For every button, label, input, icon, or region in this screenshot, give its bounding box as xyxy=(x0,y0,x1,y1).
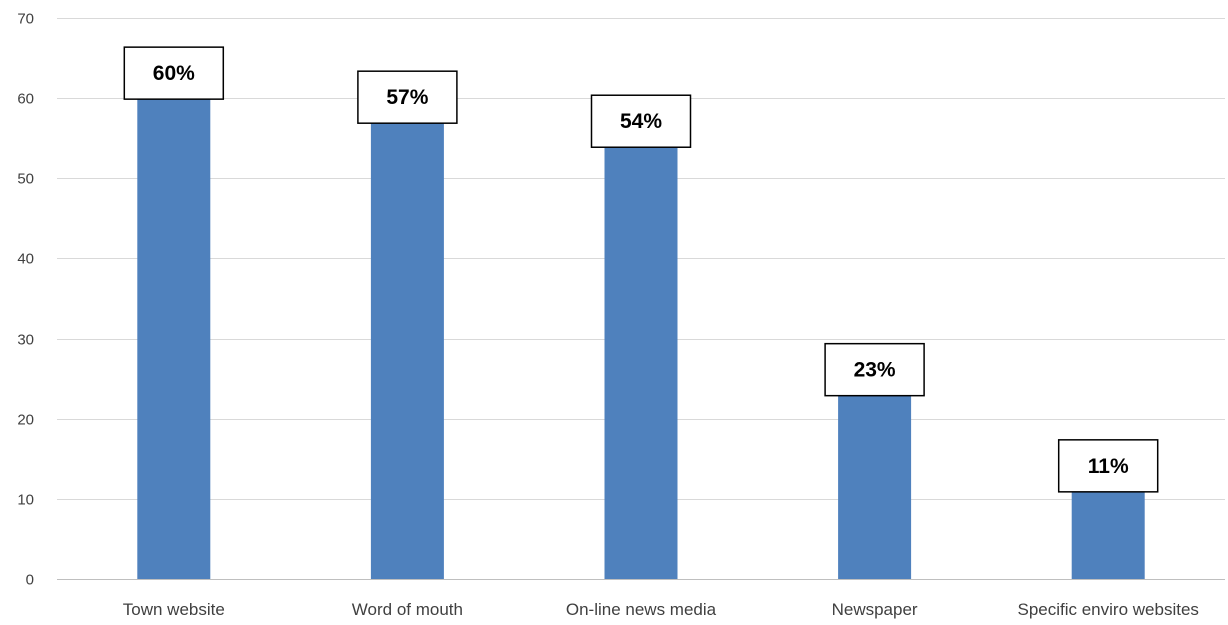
data-label: 60% xyxy=(123,46,225,100)
y-tick-label: 50 xyxy=(17,171,34,188)
x-axis-category-labels: Town website Word of mouth On-line news me… xyxy=(123,600,1199,619)
bar xyxy=(838,394,912,579)
y-tick-label: 0 xyxy=(26,572,34,589)
x-tick-label: Specific enviro websites xyxy=(1017,600,1198,619)
y-tick-label: 40 xyxy=(17,251,34,268)
data-label: 57% xyxy=(357,70,458,124)
bars xyxy=(137,98,1145,580)
data-label-text: 23% xyxy=(854,359,896,382)
data-label-box xyxy=(1057,439,1159,493)
data-label-text: 57% xyxy=(386,86,428,109)
bar xyxy=(137,98,211,580)
y-tick-label: 60 xyxy=(17,91,34,108)
y-tick-label: 10 xyxy=(17,492,34,509)
x-tick-label: On-line news media xyxy=(566,600,717,619)
data-label: 11% xyxy=(1057,439,1159,493)
x-tick-label: Newspaper xyxy=(832,600,918,619)
data-label: 54% xyxy=(590,94,692,148)
bar xyxy=(604,146,678,579)
bar xyxy=(1071,490,1145,579)
y-tick-label: 70 xyxy=(17,11,34,28)
data-label-box xyxy=(123,46,225,100)
data-label: 23% xyxy=(824,342,925,397)
data-label-text: 11% xyxy=(1088,455,1129,478)
data-label-box xyxy=(590,94,692,148)
x-tick-label: Town website xyxy=(123,600,225,619)
x-tick-label: Word of mouth xyxy=(352,600,463,619)
y-tick-label: 30 xyxy=(17,332,34,349)
bar xyxy=(370,122,444,579)
y-axis-tick-labels: 0 10 20 30 40 50 60 70 xyxy=(17,11,34,589)
data-labels: 60% 57% 54% 23% 11% xyxy=(123,46,1159,493)
y-tick-label: 20 xyxy=(17,412,34,429)
data-label-text: 54% xyxy=(620,110,662,133)
data-label-text: 60% xyxy=(153,62,195,85)
data-label-box xyxy=(357,70,458,124)
data-label-box xyxy=(824,342,925,397)
